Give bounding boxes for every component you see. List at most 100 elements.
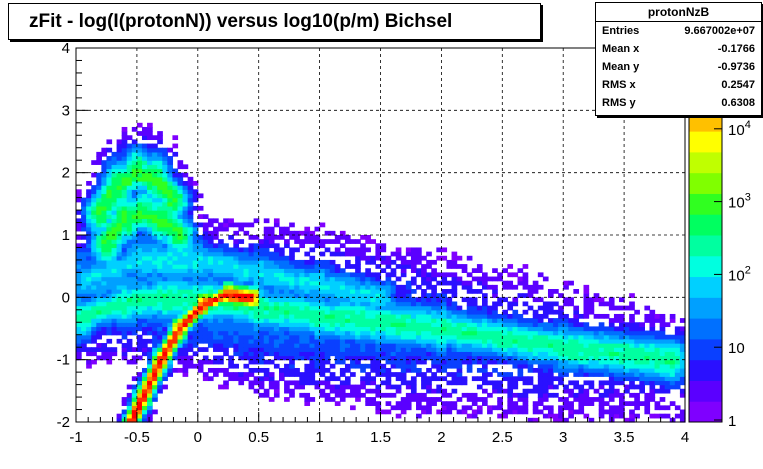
heatmap-cell bbox=[294, 338, 300, 344]
stats-rows: Entries 9.667002e+07 Mean x -0.1766 Mean y -0… bbox=[596, 22, 761, 112]
heatmap-cell bbox=[147, 384, 153, 390]
heatmap-cell bbox=[126, 347, 133, 352]
heatmap-cell bbox=[339, 343, 346, 348]
heatmap-cell bbox=[659, 318, 666, 323]
heatmap-cell bbox=[91, 160, 97, 165]
heatmap-cell bbox=[136, 409, 143, 415]
heatmap-cell bbox=[284, 351, 290, 357]
heatmap-cell bbox=[253, 309, 260, 315]
heatmap-cell bbox=[299, 351, 305, 357]
heatmap-cell bbox=[202, 313, 209, 319]
heatmap-cell bbox=[76, 189, 82, 195]
heatmap-cell bbox=[360, 305, 366, 311]
heatmap-cell bbox=[583, 355, 590, 361]
heatmap-cell bbox=[669, 351, 676, 357]
heatmap-cell bbox=[385, 313, 392, 319]
heatmap-cell bbox=[157, 367, 163, 373]
heatmap-cell bbox=[603, 372, 610, 377]
heatmap-cell bbox=[101, 347, 108, 352]
heatmap-cell bbox=[152, 226, 158, 232]
heatmap-cell bbox=[573, 392, 580, 398]
heatmap-cell bbox=[96, 151, 102, 157]
heatmap-cell bbox=[639, 322, 645, 328]
heatmap-cell bbox=[157, 280, 163, 286]
heatmap-cell bbox=[492, 284, 498, 290]
heatmap-cell bbox=[370, 326, 377, 332]
heatmap-cell bbox=[416, 405, 422, 411]
heatmap-cell bbox=[634, 343, 640, 348]
heatmap-cell bbox=[223, 218, 229, 224]
heatmap-cell bbox=[482, 305, 488, 311]
heatmap-cell bbox=[96, 259, 102, 265]
heatmap-cell bbox=[136, 160, 143, 165]
heatmap-cell bbox=[141, 405, 148, 411]
heatmap-cell bbox=[542, 351, 549, 357]
heatmap-cell bbox=[177, 218, 184, 224]
heatmap-cell bbox=[258, 297, 265, 303]
heatmap-cell bbox=[497, 334, 503, 340]
heatmap-cell bbox=[106, 251, 113, 257]
heatmap-cell bbox=[649, 392, 656, 398]
heatmap-cell bbox=[608, 343, 615, 348]
heatmap-cell bbox=[588, 367, 595, 373]
heatmap-cell bbox=[243, 276, 250, 282]
heatmap-cell bbox=[81, 197, 87, 203]
heatmap-cell bbox=[634, 355, 640, 361]
heatmap-cell bbox=[162, 293, 168, 298]
heatmap-cell bbox=[603, 347, 610, 352]
heatmap-cell bbox=[421, 355, 427, 361]
heatmap-cell bbox=[487, 284, 493, 290]
heatmap-cell bbox=[537, 334, 544, 340]
heatmap-cell bbox=[177, 189, 184, 195]
heatmap-cell bbox=[329, 376, 336, 382]
heatmap-cell bbox=[182, 201, 189, 207]
heatmap-cell bbox=[431, 289, 437, 294]
heatmap-cell bbox=[563, 417, 569, 423]
heatmap-cell bbox=[172, 367, 179, 373]
heatmap-cell bbox=[542, 380, 549, 386]
heatmap-cell bbox=[167, 343, 174, 348]
heatmap-cell bbox=[410, 247, 417, 253]
heatmap-cell bbox=[608, 359, 615, 365]
stats-value: 9.667002e+07 bbox=[684, 25, 755, 37]
heatmap-cell bbox=[147, 143, 153, 149]
heatmap-cell bbox=[426, 322, 432, 328]
heatmap-cell bbox=[385, 359, 392, 365]
heatmap-cell bbox=[76, 235, 82, 240]
heatmap-cell bbox=[669, 372, 676, 377]
heatmap-cell bbox=[634, 330, 640, 336]
heatmap-cell bbox=[385, 376, 392, 382]
heatmap-cell bbox=[441, 392, 448, 398]
heatmap-cell bbox=[86, 226, 92, 232]
heatmap-cell bbox=[314, 264, 321, 269]
heatmap-cell bbox=[81, 201, 87, 207]
heatmap-cell bbox=[410, 388, 417, 394]
heatmap-cell bbox=[136, 380, 143, 386]
heatmap-cell bbox=[639, 372, 645, 377]
heatmap-cell bbox=[238, 351, 245, 357]
heatmap-cell bbox=[213, 284, 219, 290]
heatmap-cell bbox=[101, 218, 108, 224]
heatmap-cell bbox=[527, 363, 534, 369]
heatmap-cell bbox=[634, 322, 640, 328]
heatmap-cell bbox=[223, 384, 229, 390]
heatmap-cell bbox=[507, 343, 514, 348]
heatmap-cell bbox=[487, 322, 493, 328]
heatmap-cell bbox=[547, 289, 554, 294]
heatmap-cell bbox=[91, 272, 97, 278]
heatmap-cell bbox=[553, 301, 559, 307]
heatmap-cell bbox=[400, 284, 407, 290]
heatmap-cell bbox=[659, 413, 666, 419]
heatmap-cell bbox=[542, 347, 549, 352]
heatmap-cell bbox=[223, 284, 229, 290]
heatmap-cell bbox=[121, 135, 128, 141]
heatmap-cell bbox=[532, 409, 539, 415]
heatmap-cell bbox=[309, 239, 316, 244]
heatmap-cell bbox=[619, 372, 625, 377]
heatmap-cell bbox=[172, 301, 179, 307]
heatmap-cell bbox=[238, 268, 245, 273]
heatmap-cell bbox=[507, 388, 514, 394]
heatmap-cell bbox=[187, 301, 194, 307]
heatmap-cell bbox=[136, 247, 143, 253]
heatmap-cell bbox=[121, 210, 128, 215]
